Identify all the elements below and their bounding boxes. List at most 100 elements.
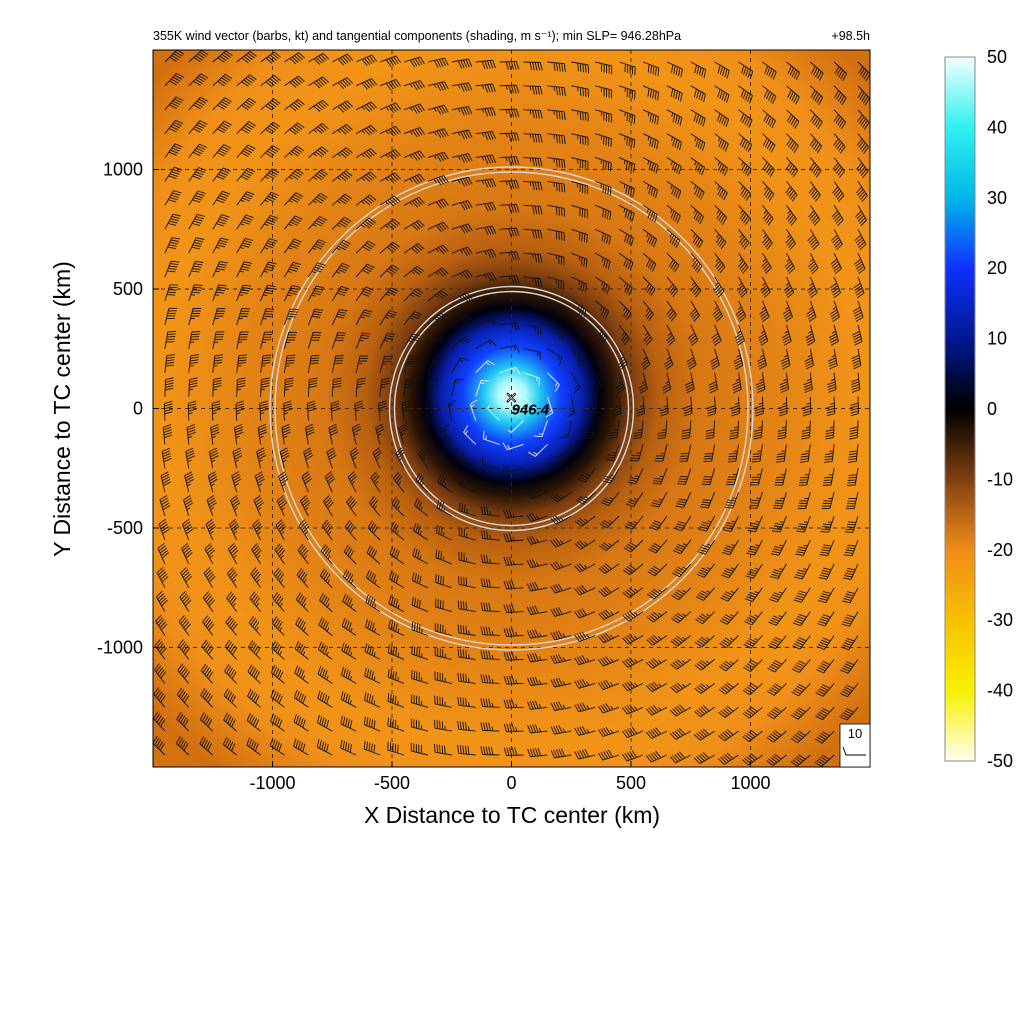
wind-barb: [705, 420, 716, 440]
wind-barb: [341, 618, 357, 636]
wind-barb: [786, 61, 801, 81]
wind-barb: [451, 292, 473, 302]
wind-barb: [379, 310, 398, 326]
colorbar-tick-label: 50: [987, 47, 1007, 67]
wind-barb: [724, 492, 739, 509]
wind-barb: [574, 725, 596, 736]
wind-barb: [598, 679, 620, 690]
wind-barb: [574, 702, 596, 713]
wind-barb: [577, 468, 596, 483]
colorbar-tick-label: -40: [987, 681, 1013, 701]
wind-barb: [767, 659, 787, 673]
wind-barb: [403, 103, 425, 114]
wind-barb: [598, 586, 620, 597]
wind-barb: [164, 260, 180, 278]
wind-barb: [786, 109, 800, 129]
wind-barb: [714, 157, 729, 176]
wind-barb: [622, 587, 644, 599]
wind-barb: [420, 423, 429, 445]
wind-barb: [298, 519, 310, 541]
wind-barb: [451, 105, 473, 116]
wind-barb: [475, 201, 497, 212]
wind-barb: [457, 672, 476, 684]
colorbar-tick-label: 10: [987, 329, 1007, 349]
wind-barb: [574, 562, 596, 573]
wind-barb: [379, 55, 402, 67]
wind-barb: [641, 348, 651, 370]
wind-barb: [331, 332, 346, 349]
wind-barb: [571, 276, 588, 293]
wind-barb: [284, 238, 302, 254]
wind-barb: [623, 539, 644, 553]
wind-barb: [694, 659, 715, 671]
wind-barb: [533, 420, 548, 438]
wind-barb: [642, 61, 660, 77]
wind-barb: [830, 229, 843, 251]
wind-barb: [153, 711, 166, 732]
wind-barb: [857, 109, 870, 130]
wind-barb: [365, 594, 381, 612]
wind-barb: [625, 491, 644, 507]
wind-barb: [690, 181, 705, 200]
wind-barb: [469, 399, 478, 421]
wind-barb: [457, 696, 476, 708]
wind-barb: [401, 400, 411, 421]
wind-barb: [481, 505, 500, 517]
wind-barb: [502, 463, 524, 473]
wind-barb: [367, 520, 381, 541]
wind-barb: [690, 85, 707, 103]
x-tick-label: 1000: [730, 773, 770, 793]
wind-barb: [818, 563, 835, 580]
x-axis-ticks: -1000 -500 0 500 1000: [249, 761, 771, 793]
wind-barb: [814, 730, 835, 744]
wind-barb: [547, 372, 560, 392]
wind-barb: [435, 549, 452, 565]
wind-barb: [364, 643, 381, 660]
wind-barb: [769, 563, 787, 580]
wind-barb: [247, 688, 261, 708]
wind-barb: [355, 309, 373, 326]
wind-barb: [427, 151, 449, 162]
wind-barb: [503, 747, 524, 757]
wind-barb: [815, 683, 835, 697]
wind-barb: [666, 276, 679, 297]
wind-barb: [840, 659, 859, 674]
wind-barb: [762, 205, 774, 226]
wind-barb: [584, 420, 596, 439]
wind-barb: [669, 704, 692, 717]
wind-barb: [180, 566, 193, 589]
wind-barb: [260, 121, 281, 135]
wind-barb: [355, 217, 376, 230]
wind-barb: [319, 592, 333, 612]
wind-barb: [808, 252, 819, 275]
wind-barb: [779, 372, 789, 393]
wind-barb: [228, 519, 240, 541]
wind-barb: [246, 737, 261, 756]
wind-barb: [355, 240, 376, 254]
wind-barb: [666, 133, 683, 151]
wind-barb: [657, 420, 668, 440]
wind-barb: [850, 396, 860, 417]
wind-barb: [733, 348, 744, 370]
wind-barb: [188, 260, 204, 278]
wind-barb: [690, 228, 704, 249]
wind-barb: [340, 715, 357, 732]
wind-barb: [827, 372, 837, 393]
wind-barb: [188, 284, 203, 302]
wind-barb: [411, 694, 429, 708]
wind-barb: [675, 492, 692, 509]
wind-barb: [595, 228, 612, 245]
wind-barb: [809, 109, 823, 130]
wind-barb: [499, 156, 520, 166]
wind-barb: [839, 683, 859, 698]
wind-barb: [666, 85, 683, 102]
wind-barb: [503, 651, 524, 661]
wind-barb: [725, 468, 739, 486]
wind-barb: [646, 634, 668, 646]
wind-barb: [621, 704, 644, 715]
wind-barb: [308, 192, 328, 206]
wind-barb: [672, 563, 692, 578]
wind-barb: [694, 635, 715, 648]
wind-barb: [451, 246, 473, 256]
wind-barb: [300, 495, 311, 517]
